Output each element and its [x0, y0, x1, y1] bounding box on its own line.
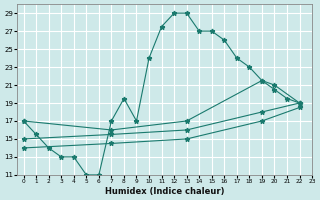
X-axis label: Humidex (Indice chaleur): Humidex (Indice chaleur) — [105, 187, 224, 196]
